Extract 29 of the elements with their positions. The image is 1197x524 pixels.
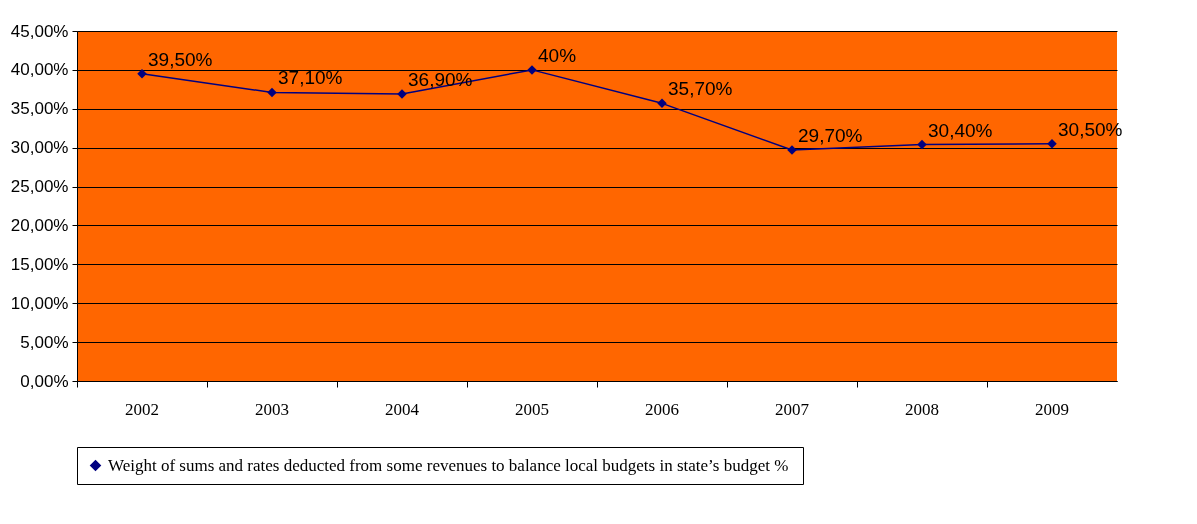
y-tick-label: 30,00% [10,138,69,158]
x-tick-label: 2006 [645,399,679,419]
x-tick-label: 2003 [255,399,289,419]
x-tick-label: 2004 [385,399,420,419]
data-label: 30,40% [928,119,993,141]
y-tick-label: 0,00% [20,371,69,391]
x-tick-label: 2007 [775,399,810,419]
y-tick-label: 25,00% [10,177,69,197]
data-label: 29,70% [798,125,863,146]
x-tick-label: 2002 [125,399,159,419]
data-label: 35,70% [668,78,733,100]
y-tick-label: 20,00% [10,215,69,235]
point [657,98,667,109]
x-tick-label: 2008 [905,399,939,419]
point [267,87,277,98]
x-tick-label: 2005 [515,399,549,419]
data-label: 37,10% [278,67,343,89]
y-tick-label: 10,00% [10,293,69,313]
y-tick-label: 15,00% [10,254,69,274]
y-tick-label: 35,00% [10,99,69,119]
legend-label: Weight of sums and rates deducted from some revenues to balance local budgets in state’s budget % [108,455,789,475]
data-label: 40% [538,44,577,66]
point [917,139,927,150]
data-label: 39,50% [148,48,213,70]
y-tick-label: 5,00% [20,332,69,352]
x-tick-label: 2009 [1035,399,1069,419]
y-tick-label: 40,00% [10,60,69,80]
y-tick-label: 45,00% [10,21,69,41]
data-label: 36,90% [408,69,473,90]
